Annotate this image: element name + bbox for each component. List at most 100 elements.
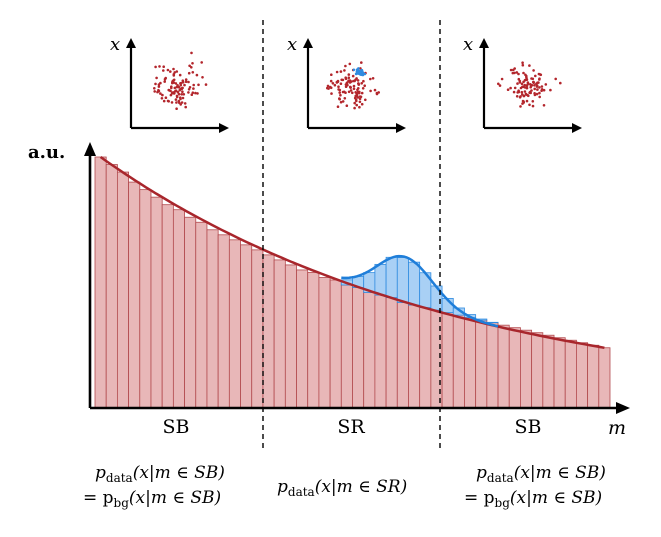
- scatter-point: [329, 79, 333, 83]
- scatter-point: [173, 86, 177, 90]
- signal-bar: [385, 256, 398, 298]
- scatter-point: [360, 91, 364, 95]
- scatter-point: [187, 91, 190, 94]
- scatter-point: [342, 90, 346, 94]
- scatter-point: [347, 76, 351, 79]
- scatter-point: [178, 73, 182, 77]
- scatter-point: [538, 86, 541, 89]
- scatter-point: [176, 90, 180, 94]
- scatter-point: [344, 77, 348, 81]
- background-bar: [184, 216, 197, 409]
- x-axis-label: m: [608, 417, 626, 439]
- region-label-sb-right: SB: [515, 416, 542, 438]
- scatter-point: [347, 90, 351, 94]
- scatter-point: [200, 61, 203, 64]
- scatter-point: [352, 84, 356, 88]
- scatter-point: [190, 66, 193, 69]
- scatter-point: [500, 77, 504, 81]
- scatter-point: [192, 83, 195, 87]
- scatter-point: [521, 93, 524, 96]
- scatter-point: [515, 95, 519, 98]
- scatter-point: [358, 100, 362, 104]
- background-bar: [408, 304, 421, 409]
- inset-scatter-left: x: [110, 34, 229, 133]
- background-bar: [139, 189, 152, 409]
- background-bar: [329, 279, 342, 409]
- scatter-point: [527, 94, 530, 98]
- scatter-point: [172, 74, 176, 77]
- background-bar: [161, 204, 174, 409]
- scatter-point: [326, 84, 330, 88]
- scatter-point: [177, 92, 181, 96]
- scatter-point: [164, 96, 168, 99]
- svg-text:= pbg(x|m ∈ SB): = pbg(x|m ∈ SB): [464, 488, 602, 510]
- scatter-point: [534, 74, 537, 78]
- scatter-point: [512, 90, 516, 94]
- scatter-point: [184, 78, 188, 81]
- scatter-point: [190, 51, 193, 55]
- scatter-point: [195, 73, 199, 77]
- scatter-point: [554, 77, 557, 81]
- scatter-point: [359, 67, 362, 70]
- scatter-point: [518, 79, 522, 83]
- region-label-sr: SR: [337, 416, 365, 438]
- scatter-point: [511, 71, 515, 75]
- svg-text:pdata(x|m ∈ SB): pdata(x|m ∈ SB): [95, 463, 225, 485]
- scatter-point: [161, 93, 164, 97]
- scatter-point: [179, 103, 182, 106]
- scatter-point: [184, 80, 188, 83]
- scatter-point: [158, 65, 161, 68]
- scatter-point: [177, 85, 181, 89]
- scatter-point: [518, 96, 522, 99]
- scatter-point: [157, 85, 161, 88]
- scatter-point: [542, 88, 546, 92]
- scatter-point: [159, 81, 162, 85]
- scatter-point: [544, 83, 548, 86]
- scatter-point: [183, 83, 186, 87]
- scatter-point: [360, 61, 363, 64]
- scatter-point: [173, 71, 176, 74]
- scatter-point: [162, 65, 165, 68]
- scatter-point: [347, 73, 351, 76]
- scatter-point: [338, 97, 341, 100]
- scatter-point: [171, 79, 175, 83]
- scatter-point: [181, 96, 185, 100]
- scatter-point: [154, 65, 157, 69]
- signal-bar: [430, 285, 443, 311]
- scatter-point: [353, 106, 356, 110]
- background-bar: [396, 302, 409, 409]
- scatter-point: [181, 86, 184, 90]
- scatter-point: [183, 102, 187, 105]
- scatter-point: [166, 68, 170, 72]
- background-bar: [486, 322, 499, 409]
- scatter-point: [559, 81, 562, 85]
- scatter-point: [356, 70, 359, 74]
- scatter-point: [201, 76, 204, 79]
- scatter-point: [172, 90, 176, 94]
- scatter-point: [184, 105, 187, 109]
- scatter-point: [358, 70, 362, 74]
- scatter-point: [531, 77, 535, 81]
- scatter-point: [343, 69, 346, 72]
- background-bar: [94, 156, 107, 409]
- scatter-point: [538, 95, 541, 99]
- background-bar: [273, 259, 286, 409]
- scatter-point: [513, 86, 517, 90]
- background-bar: [475, 319, 488, 409]
- scatter-point: [349, 89, 353, 92]
- scatter-point: [339, 70, 343, 73]
- scatter-point: [356, 79, 360, 82]
- formula-right: pdata(x|m ∈ SB) = pbg(x|m ∈ SB): [464, 463, 606, 510]
- scatter-point: [349, 86, 352, 89]
- scatter-point: [162, 99, 166, 103]
- scatter-point: [354, 78, 357, 82]
- scatter-point: [153, 90, 156, 93]
- scatter-point: [345, 81, 349, 85]
- background-bar: [452, 314, 465, 409]
- scatter-point: [533, 92, 536, 95]
- scatter-point: [522, 71, 525, 75]
- scatter-point: [521, 63, 525, 67]
- scatter-point: [187, 71, 191, 75]
- scatter-point: [155, 76, 158, 80]
